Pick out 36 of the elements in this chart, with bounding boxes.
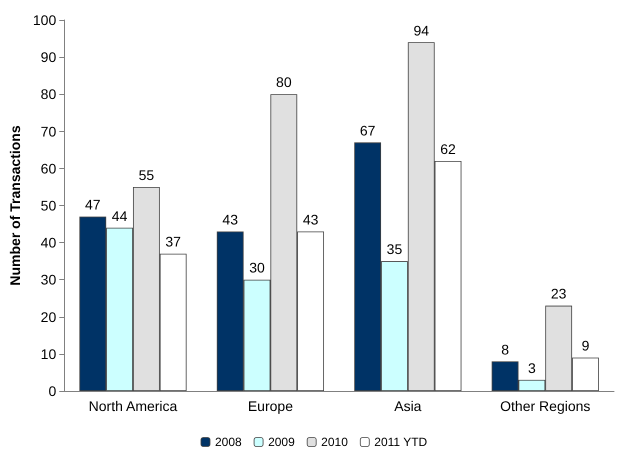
- y-tick-label: 90: [40, 49, 56, 66]
- legend-label: 2010: [321, 435, 348, 449]
- y-tick-label: 50: [40, 198, 56, 214]
- x-tick-label: North America: [88, 398, 178, 414]
- data-label: 8: [501, 341, 510, 358]
- y-tick-label: 40: [40, 234, 56, 251]
- y-tick-label: 0: [48, 383, 56, 399]
- data-label: 47: [84, 196, 101, 213]
- data-label: 44: [112, 208, 128, 224]
- legend-label: 2008: [214, 435, 242, 449]
- data-label: 62: [440, 140, 456, 157]
- y-tick-label: 20: [40, 308, 56, 325]
- legend-label: 2011 YTD: [374, 435, 428, 449]
- data-label: 67: [360, 122, 376, 138]
- data-label: 3: [528, 360, 536, 376]
- data-label: 37: [165, 234, 182, 250]
- y-axis-title: Number of Transactions: [7, 125, 23, 286]
- data-label: 23: [550, 286, 567, 302]
- x-tick-label: Other Regions: [500, 398, 590, 414]
- data-label: 94: [413, 22, 430, 38]
- x-tick-label: Europe: [248, 398, 294, 414]
- x-tick-label: Asia: [394, 398, 422, 414]
- data-label: 80: [276, 74, 292, 90]
- data-label: 43: [302, 211, 319, 228]
- y-tick-label: 10: [40, 346, 56, 362]
- y-tick-label: 70: [40, 123, 56, 140]
- data-label: 30: [249, 260, 266, 276]
- data-label: 35: [386, 241, 402, 258]
- y-tick-label: 60: [40, 160, 56, 176]
- y-tick-label: 100: [32, 12, 56, 28]
- data-label: 9: [582, 338, 590, 354]
- legend-label: 2009: [268, 435, 296, 449]
- y-tick-label: 80: [40, 86, 56, 102]
- data-label: 43: [222, 211, 238, 228]
- data-label: 55: [138, 166, 154, 183]
- y-tick-label: 30: [40, 272, 56, 288]
